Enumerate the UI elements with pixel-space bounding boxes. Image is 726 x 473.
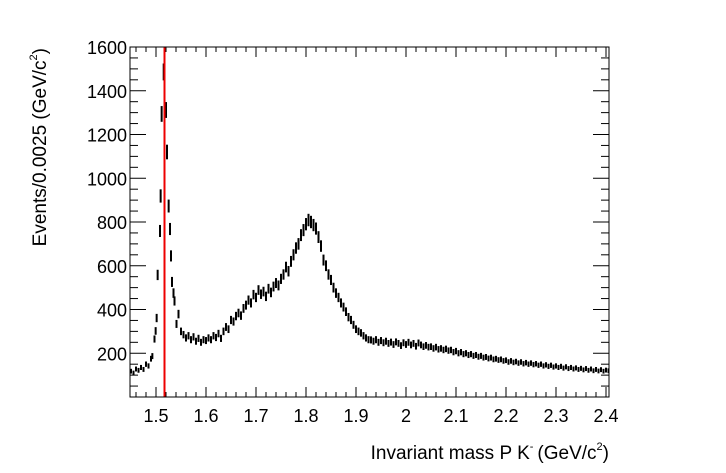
x-tick-label: 2.4 bbox=[593, 406, 618, 426]
y-tick-label: 1600 bbox=[87, 38, 127, 58]
y-tick-label: 1200 bbox=[87, 126, 127, 146]
plot-frame bbox=[129, 46, 610, 398]
x-tick-label: 2.1 bbox=[443, 406, 468, 426]
y-tick-label: 1000 bbox=[87, 169, 127, 189]
x-tick-label: 1.5 bbox=[143, 406, 168, 426]
y-axis-title: Events/0.0025 (GeV/c2) bbox=[28, 48, 51, 246]
y-tick-label: 400 bbox=[97, 301, 127, 321]
x-tick-label: 2.3 bbox=[543, 406, 568, 426]
x-tick-label: 1.9 bbox=[343, 406, 368, 426]
x-tick-labels: 1.5 1.6 1.7 1.8 1.9 2 2.1 2.2 2.3 2.4 bbox=[143, 406, 618, 426]
x-tick-label: 1.8 bbox=[293, 406, 318, 426]
data-points bbox=[130, 63, 610, 376]
y-tick-label: 1400 bbox=[87, 82, 127, 102]
x-tick-label: 2 bbox=[401, 406, 411, 426]
x-tick-label: 1.6 bbox=[193, 406, 218, 426]
y-tick-labels: 200 400 600 800 1000 1200 1400 1600 bbox=[87, 38, 127, 364]
x-axis-title: Invariant mass P K- (GeV/c2) bbox=[371, 441, 609, 464]
x-tick-label: 2.2 bbox=[493, 406, 518, 426]
x-tick-label: 1.7 bbox=[243, 406, 268, 426]
y-tick-label: 200 bbox=[97, 344, 127, 364]
y-tick-label: 600 bbox=[97, 257, 127, 277]
y-tick-label: 800 bbox=[97, 213, 127, 233]
